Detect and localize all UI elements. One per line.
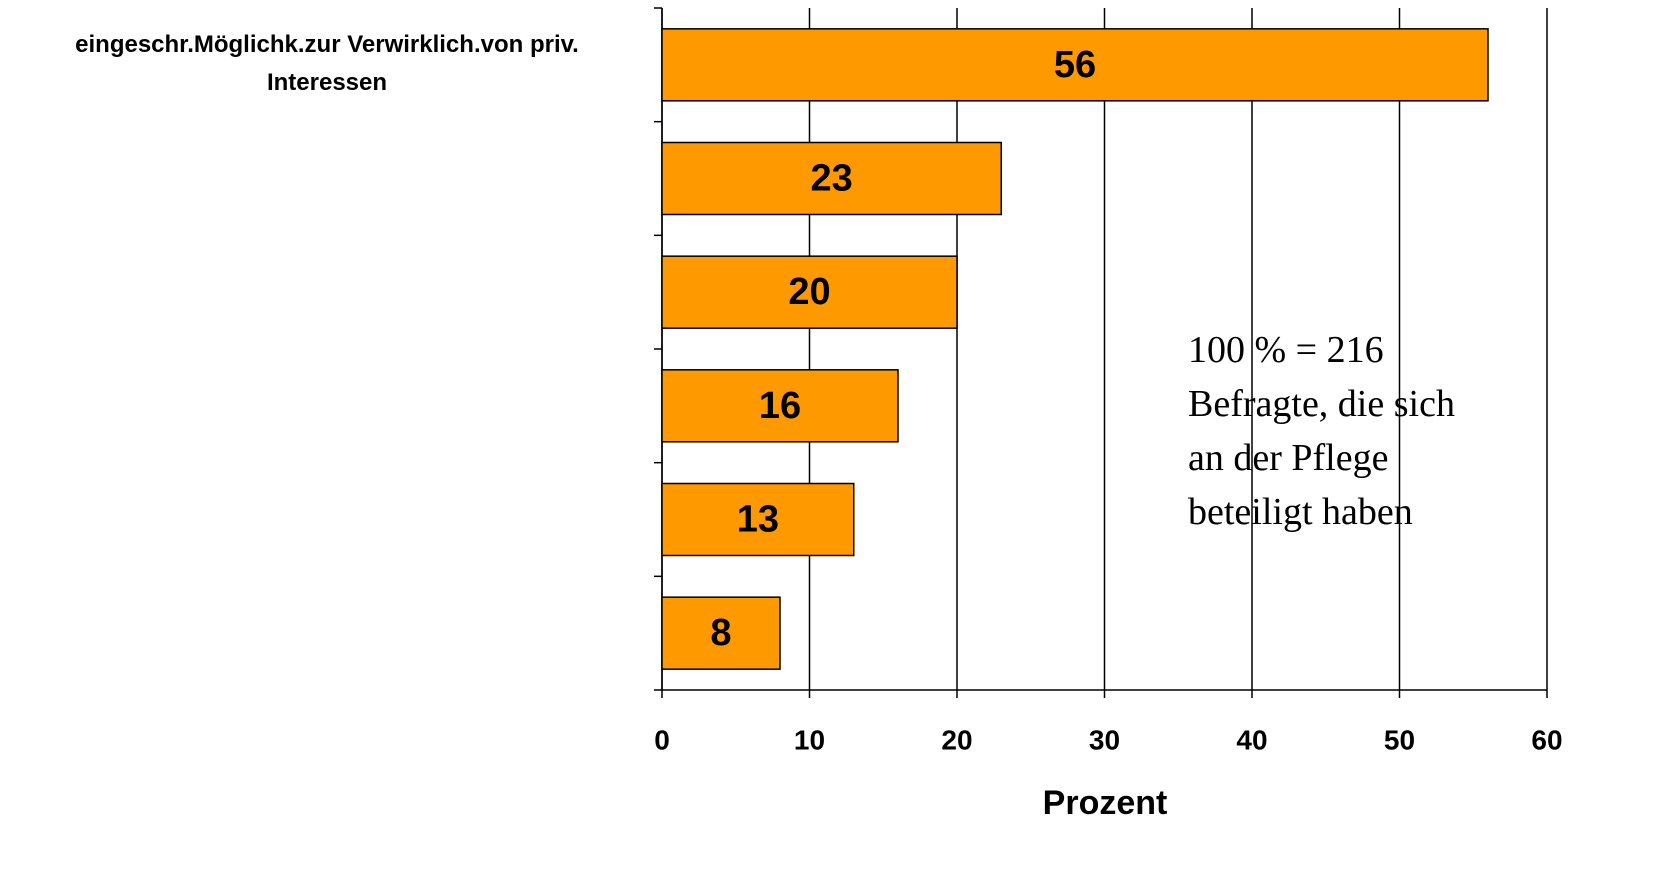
value-label: 13 — [737, 499, 779, 541]
x-tick-label: 60 — [1531, 724, 1562, 755]
value-label: 56 — [1054, 44, 1096, 86]
value-label: 8 — [710, 612, 731, 654]
annotation: Befragte, die sich — [1188, 383, 1455, 425]
value-label: 20 — [788, 271, 830, 313]
value-label: 23 — [810, 158, 852, 200]
annotation: an der Pflege — [1188, 437, 1388, 479]
x-tick-label: 0 — [654, 724, 670, 755]
annotation: 100 % = 216 — [1188, 329, 1384, 371]
x-axis-label: Prozent — [1043, 784, 1168, 822]
x-tick-label: 20 — [941, 724, 972, 755]
bar — [661, 255, 958, 329]
bar — [661, 482, 855, 557]
x-tick-label: 40 — [1236, 724, 1267, 755]
annotation: beteiligt haben — [1188, 491, 1413, 533]
x-tick-label: 50 — [1384, 724, 1415, 755]
x-tick-label: 10 — [794, 724, 825, 755]
bar — [661, 28, 1489, 102]
value-label: 16 — [759, 385, 801, 427]
bar — [661, 596, 781, 670]
x-tick-label: 30 — [1089, 724, 1120, 755]
bar — [661, 141, 1002, 216]
bar — [661, 369, 899, 443]
y-tick-label: eingeschr.Möglichk.zur Verwirklich.von p… — [75, 31, 579, 96]
